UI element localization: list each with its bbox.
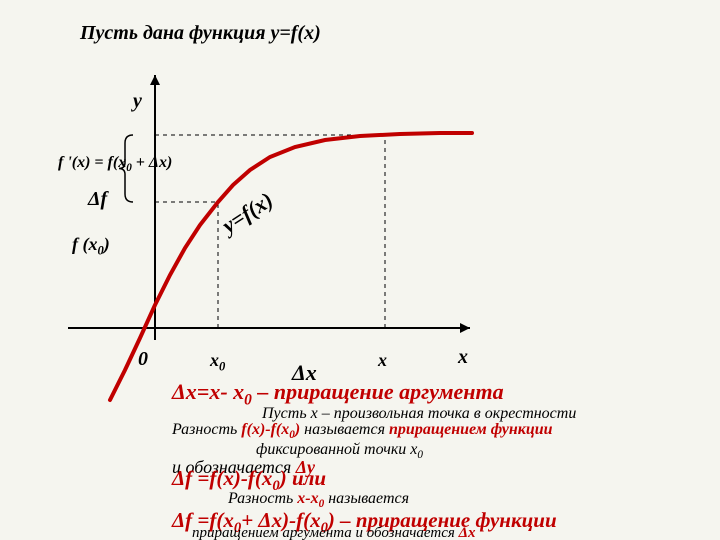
axis-label-x0: x0 (210, 350, 225, 375)
x-axis-arrow (460, 323, 470, 333)
def-line-8: приращением аргумента и обозначается Δx (172, 524, 692, 540)
axis-label-x: x (458, 346, 468, 369)
def-line-2: Разность f(x)-f(x0) называется приращени… (172, 420, 692, 442)
f-x0-label: f (x0) (72, 234, 110, 259)
definitions-block: Δx=x- x0 – приращение аргументаПусть x –… (172, 378, 692, 540)
eq-fprime: f '(x) = f(x0 + Δx) (58, 154, 172, 174)
axis-label-y: y (133, 90, 142, 113)
y-axis-arrow (150, 75, 160, 85)
axis-label-xp: x (378, 350, 387, 371)
axis-label-origin: 0 (138, 348, 148, 371)
delta-f-label: Δf (88, 188, 107, 211)
